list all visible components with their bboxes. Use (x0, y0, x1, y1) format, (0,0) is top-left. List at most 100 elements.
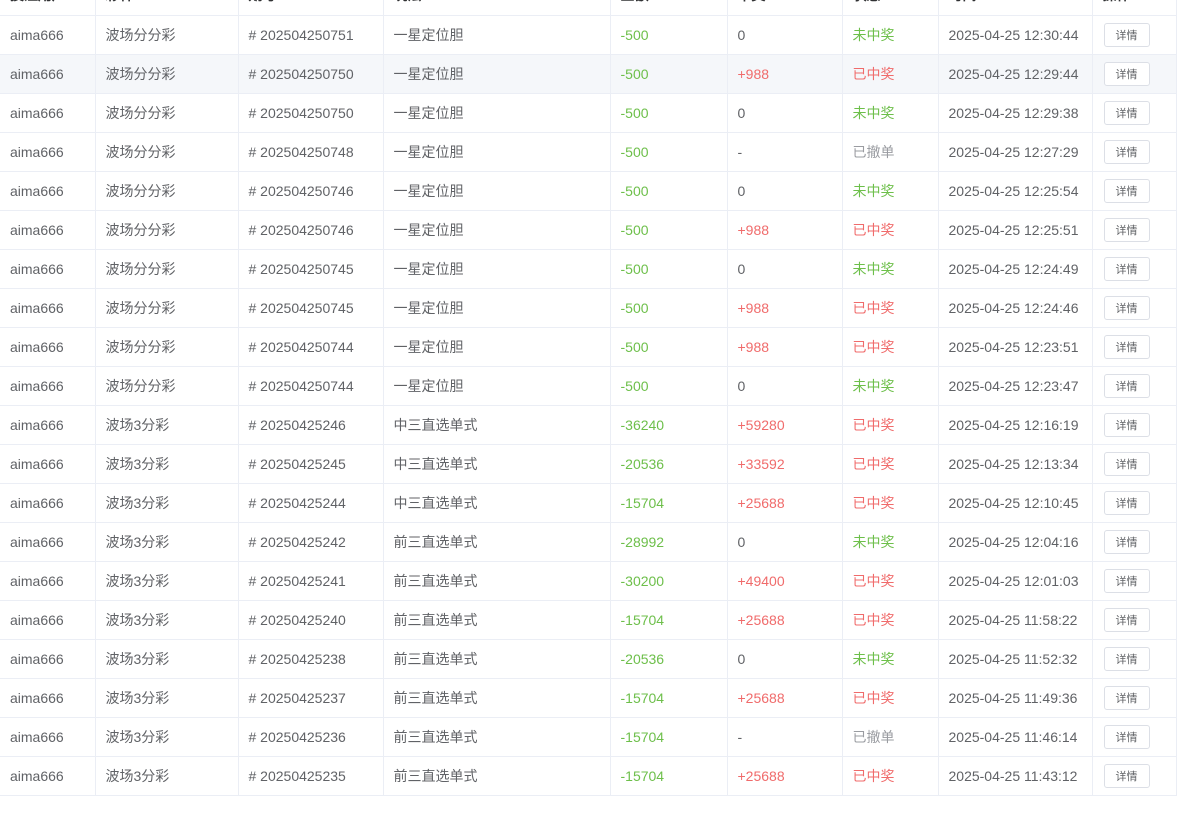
status-cell: 未中奖 (842, 93, 939, 133)
status-cell: 已中奖 (842, 483, 939, 523)
action-cell: 详情 (1092, 639, 1177, 679)
detail-button[interactable]: 详情 (1103, 646, 1150, 671)
user-cell: aima666 (0, 444, 96, 484)
amount-cell: -20536 (610, 444, 728, 484)
amount-cell: -500 (610, 249, 728, 289)
issue-cell: # 20250425244 (238, 483, 384, 523)
detail-button[interactable]: 详情 (1103, 451, 1150, 476)
play-cell: 前三直选单式 (383, 522, 611, 562)
user-cell: aima666 (0, 54, 96, 94)
issue-cell: # 20250425241 (238, 561, 384, 601)
status-cell: 未中奖 (842, 522, 939, 562)
detail-button[interactable]: 详情 (1103, 295, 1150, 320)
time-cell: 2025-04-25 12:29:38 (938, 93, 1093, 133)
time-cell: 2025-04-25 12:29:44 (938, 54, 1093, 94)
lottery-cell: 波场3分彩 (95, 639, 239, 679)
lottery-cell: 波场3分彩 (95, 405, 239, 445)
prize-cell: +33592 (727, 444, 843, 484)
column-header: 玩法 (383, 0, 611, 16)
amount-cell: -500 (610, 54, 728, 94)
table-row: aima666 波场3分彩 # 20250425244 中三直选单式 -15704 +25… (0, 483, 1177, 523)
lottery-cell: 波场分分彩 (95, 288, 239, 328)
prize-cell: 0 (727, 249, 843, 289)
prize-cell: 0 (727, 93, 843, 133)
status-cell: 已中奖 (842, 54, 939, 94)
time-cell: 2025-04-25 12:24:46 (938, 288, 1093, 328)
table-row: aima666 波场3分彩 # 20250425245 中三直选单式 -20536 +33… (0, 444, 1177, 484)
user-cell: aima666 (0, 717, 96, 757)
lottery-cell: 波场分分彩 (95, 366, 239, 406)
action-cell: 详情 (1092, 405, 1177, 445)
user-cell: aima666 (0, 522, 96, 562)
issue-cell: # 202504250751 (238, 15, 384, 55)
detail-button[interactable]: 详情 (1103, 217, 1150, 242)
prize-cell: +988 (727, 288, 843, 328)
detail-button[interactable]: 详情 (1103, 529, 1150, 554)
detail-button[interactable]: 详情 (1103, 412, 1150, 437)
time-cell: 2025-04-25 12:27:29 (938, 132, 1093, 172)
amount-cell: -15704 (610, 483, 728, 523)
amount-cell: -36240 (610, 405, 728, 445)
prize-cell: 0 (727, 639, 843, 679)
action-cell: 详情 (1092, 288, 1177, 328)
detail-button[interactable]: 详情 (1103, 685, 1150, 710)
detail-button[interactable]: 详情 (1103, 22, 1150, 47)
detail-button[interactable]: 详情 (1103, 100, 1150, 125)
play-cell: 中三直选单式 (383, 444, 611, 484)
table-row: aima666 波场分分彩 # 202504250744 一星定位胆 -500 +988 已… (0, 327, 1177, 367)
detail-button[interactable]: 详情 (1103, 373, 1150, 398)
play-cell: 前三直选单式 (383, 600, 611, 640)
action-cell: 详情 (1092, 132, 1177, 172)
column-header: 投注用户 (0, 0, 96, 16)
issue-cell: # 20250425240 (238, 600, 384, 640)
detail-button[interactable]: 详情 (1103, 607, 1150, 632)
detail-button[interactable]: 详情 (1103, 139, 1150, 164)
user-cell: aima666 (0, 639, 96, 679)
action-cell: 详情 (1092, 210, 1177, 250)
user-cell: aima666 (0, 210, 96, 250)
status-cell: 已中奖 (842, 444, 939, 484)
play-cell: 一星定位胆 (383, 132, 611, 172)
lottery-cell: 波场分分彩 (95, 54, 239, 94)
lottery-cell: 波场分分彩 (95, 15, 239, 55)
detail-button[interactable]: 详情 (1103, 178, 1150, 203)
action-cell: 详情 (1092, 522, 1177, 562)
detail-button[interactable]: 详情 (1103, 724, 1150, 749)
amount-cell: -500 (610, 288, 728, 328)
issue-cell: # 202504250748 (238, 132, 384, 172)
time-cell: 2025-04-25 12:16:19 (938, 405, 1093, 445)
time-cell: 2025-04-25 12:24:49 (938, 249, 1093, 289)
action-cell: 详情 (1092, 171, 1177, 211)
table-row: aima666 波场3分彩 # 20250425236 前三直选单式 -15704- 已撤… (0, 717, 1177, 757)
detail-button[interactable]: 详情 (1103, 490, 1150, 515)
prize-cell: - (727, 132, 843, 172)
lottery-cell: 波场3分彩 (95, 444, 239, 484)
column-header: 金额 (610, 0, 728, 16)
play-cell: 一星定位胆 (383, 93, 611, 133)
status-cell: 已中奖 (842, 600, 939, 640)
lottery-cell: 波场分分彩 (95, 210, 239, 250)
prize-cell: - (727, 717, 843, 757)
status-cell: 已中奖 (842, 561, 939, 601)
detail-button[interactable]: 详情 (1103, 568, 1150, 593)
prize-cell: 0 (727, 366, 843, 406)
table-row: aima666 波场3分彩 # 20250425235 前三直选单式 -15704 +25… (0, 756, 1177, 796)
lottery-cell: 波场3分彩 (95, 561, 239, 601)
column-header: 操作 (1092, 0, 1177, 16)
detail-button[interactable]: 详情 (1103, 256, 1150, 281)
table-row: aima666 波场分分彩 # 202504250745 一星定位胆 -500 0 未中奖 2… (0, 249, 1177, 289)
play-cell: 一星定位胆 (383, 366, 611, 406)
time-cell: 2025-04-25 12:25:51 (938, 210, 1093, 250)
lottery-cell: 波场分分彩 (95, 327, 239, 367)
detail-button[interactable]: 详情 (1103, 61, 1150, 86)
user-cell: aima666 (0, 405, 96, 445)
play-cell: 一星定位胆 (383, 327, 611, 367)
amount-cell: -500 (610, 171, 728, 211)
time-cell: 2025-04-25 12:23:51 (938, 327, 1093, 367)
time-cell: 2025-04-25 11:46:14 (938, 717, 1093, 757)
detail-button[interactable]: 详情 (1103, 763, 1150, 788)
detail-button[interactable]: 详情 (1103, 334, 1150, 359)
lottery-cell: 波场3分彩 (95, 678, 239, 718)
